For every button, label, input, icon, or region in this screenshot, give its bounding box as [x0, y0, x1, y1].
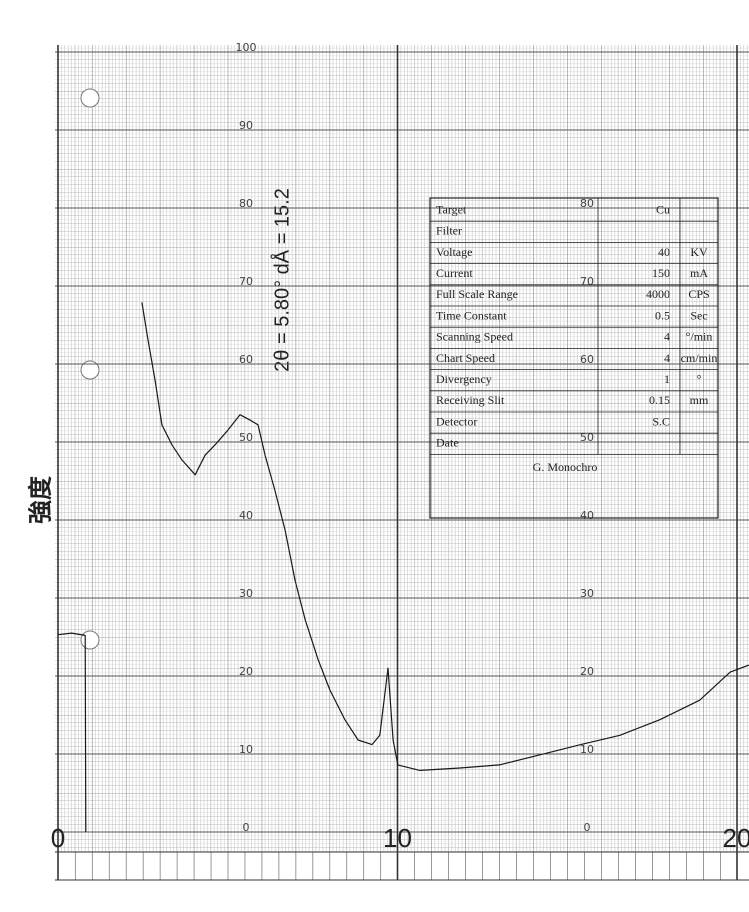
- table-label: Time Constant: [436, 308, 507, 322]
- y-tick-label: 50: [239, 431, 253, 444]
- table-value: 0.5: [655, 308, 670, 322]
- table-value: 4: [664, 351, 670, 365]
- table-border: [429, 197, 719, 519]
- table-unit: °: [697, 372, 702, 386]
- y-tick-label: 10: [580, 743, 594, 756]
- table-label: Detector: [436, 414, 477, 428]
- y-tick-label: 80: [239, 197, 253, 210]
- table-unit: °/min: [686, 330, 713, 344]
- table-unit: Sec: [690, 308, 707, 322]
- table-value: 1: [664, 372, 670, 386]
- y-tick-label: 0: [243, 821, 250, 834]
- y-tick-label: 90: [239, 119, 253, 132]
- x-tick-label: 0: [51, 823, 65, 853]
- y-tick-label: 30: [239, 587, 253, 600]
- table-label: Date: [436, 436, 459, 450]
- y-tick-label: 20: [239, 665, 253, 678]
- table-label: Receiving Slit: [436, 393, 505, 407]
- table-value: 0.15: [649, 393, 670, 407]
- y-tick-label: 30: [580, 587, 594, 600]
- table-footer: G. Monochro: [533, 460, 598, 474]
- x-tick-label: 10: [383, 823, 412, 853]
- y-tick-label: 80: [580, 197, 594, 210]
- table-value: 40: [658, 245, 670, 259]
- annotation: 2θ = 5.80° dÅ = 15.2: [270, 188, 293, 372]
- punch-hole: [80, 360, 100, 380]
- y-tick-label: 20: [580, 665, 594, 678]
- y-tick-label: 100: [236, 41, 257, 54]
- table-value: Cu: [656, 202, 670, 216]
- table-label: Scanning Speed: [436, 330, 513, 344]
- y-tick-label: 60: [239, 353, 253, 366]
- paper-strip: [55, 832, 749, 852]
- table-label: Chart Speed: [436, 351, 495, 365]
- graph-paper: [55, 45, 749, 832]
- y-tick-label: 10: [239, 743, 253, 756]
- table-value: 150: [652, 266, 670, 280]
- table-unit: CPS: [688, 287, 709, 301]
- x-tick-label: 20: [723, 823, 749, 853]
- y-tick-label: 40: [580, 509, 594, 522]
- table-unit: mA: [690, 266, 708, 280]
- y-axis-label: 強度: [26, 475, 54, 524]
- table-value: 4: [664, 330, 670, 344]
- ruler-strip: [55, 852, 749, 880]
- table-label: Target: [436, 202, 467, 216]
- table-label: Filter: [436, 224, 462, 238]
- y-tick-label: 70: [239, 275, 253, 288]
- table-label: Full Scale Range: [436, 287, 518, 301]
- table-unit: KV: [690, 245, 708, 259]
- table-value: S.C: [652, 414, 670, 428]
- table-value: 4000: [646, 287, 670, 301]
- table-label: Divergency: [436, 372, 492, 386]
- y-tick-label: 50: [580, 431, 594, 444]
- y-tick-label: 60: [580, 353, 594, 366]
- table-unit: cm/min: [681, 351, 718, 365]
- table-label: Current: [436, 266, 473, 280]
- table-label: Voltage: [436, 245, 472, 259]
- y-tick-label: 70: [580, 275, 594, 288]
- trace: [57, 302, 749, 833]
- y-tick-label: 0: [584, 821, 591, 834]
- table-unit: mm: [690, 393, 709, 407]
- punch-hole: [80, 88, 100, 108]
- y-tick-label: 40: [239, 509, 253, 522]
- punch-hole: [80, 630, 100, 650]
